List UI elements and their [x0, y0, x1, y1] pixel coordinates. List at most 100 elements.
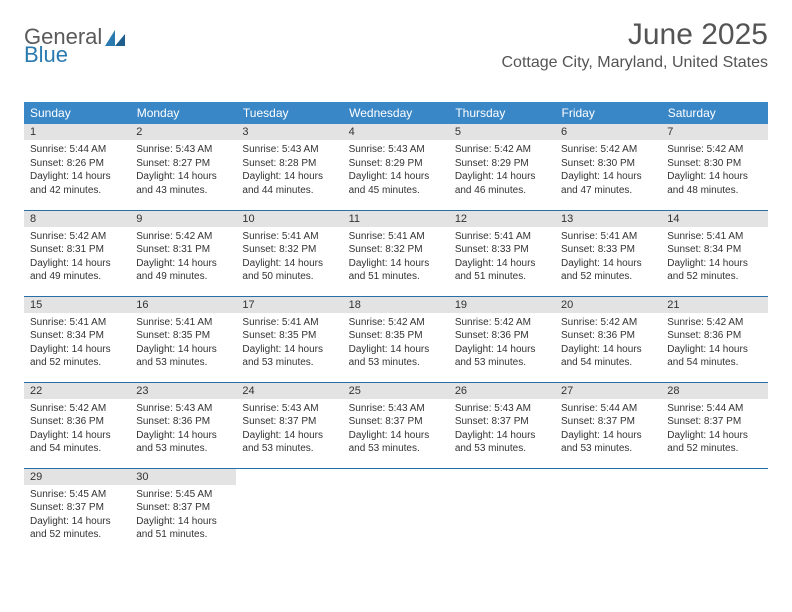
sunrise-line: Sunrise: 5:42 AM — [561, 143, 655, 157]
weekday-header: Saturday — [661, 102, 767, 124]
sunset-line: Sunset: 8:36 PM — [455, 329, 549, 343]
sunrise-line: Sunrise: 5:43 AM — [455, 402, 549, 416]
sunset-line: Sunset: 8:37 PM — [455, 415, 549, 429]
day-number: 12 — [449, 211, 555, 227]
sunrise-line: Sunrise: 5:42 AM — [455, 316, 549, 330]
calendar-day-cell: 14Sunrise: 5:41 AMSunset: 8:34 PMDayligh… — [661, 210, 767, 296]
sunset-line: Sunset: 8:30 PM — [667, 157, 761, 171]
day-details: Sunrise: 5:42 AMSunset: 8:30 PMDaylight:… — [555, 140, 661, 202]
sunset-line: Sunset: 8:37 PM — [136, 501, 230, 515]
daylight-line: Daylight: 14 hours and 53 minutes. — [242, 429, 336, 456]
sunset-line: Sunset: 8:29 PM — [349, 157, 443, 171]
calendar-day-cell — [555, 468, 661, 554]
sunrise-line: Sunrise: 5:42 AM — [136, 230, 230, 244]
calendar-day-cell: 16Sunrise: 5:41 AMSunset: 8:35 PMDayligh… — [130, 296, 236, 382]
day-number: 30 — [130, 469, 236, 485]
day-details: Sunrise: 5:43 AMSunset: 8:27 PMDaylight:… — [130, 140, 236, 202]
sunrise-line: Sunrise: 5:41 AM — [242, 230, 336, 244]
daylight-line: Daylight: 14 hours and 53 minutes. — [349, 343, 443, 370]
day-details: Sunrise: 5:42 AMSunset: 8:35 PMDaylight:… — [343, 313, 449, 375]
sunrise-line: Sunrise: 5:43 AM — [136, 143, 230, 157]
calendar-day-cell: 30Sunrise: 5:45 AMSunset: 8:37 PMDayligh… — [130, 468, 236, 554]
sunrise-line: Sunrise: 5:42 AM — [561, 316, 655, 330]
sunset-line: Sunset: 8:31 PM — [136, 243, 230, 257]
daylight-line: Daylight: 14 hours and 53 minutes. — [136, 429, 230, 456]
calendar-day-cell: 25Sunrise: 5:43 AMSunset: 8:37 PMDayligh… — [343, 382, 449, 468]
sunrise-line: Sunrise: 5:41 AM — [349, 230, 443, 244]
day-details: Sunrise: 5:41 AMSunset: 8:34 PMDaylight:… — [24, 313, 130, 375]
sunset-line: Sunset: 8:36 PM — [667, 329, 761, 343]
calendar-day-cell: 10Sunrise: 5:41 AMSunset: 8:32 PMDayligh… — [236, 210, 342, 296]
sunrise-line: Sunrise: 5:43 AM — [242, 143, 336, 157]
day-number: 15 — [24, 297, 130, 313]
day-number: 13 — [555, 211, 661, 227]
sunrise-line: Sunrise: 5:42 AM — [667, 143, 761, 157]
calendar-day-cell — [661, 468, 767, 554]
header: General June 2025 Cottage City, Maryland… — [24, 18, 768, 72]
sunrise-line: Sunrise: 5:41 AM — [30, 316, 124, 330]
sunset-line: Sunset: 8:37 PM — [349, 415, 443, 429]
day-details: Sunrise: 5:41 AMSunset: 8:35 PMDaylight:… — [236, 313, 342, 375]
day-details: Sunrise: 5:42 AMSunset: 8:36 PMDaylight:… — [24, 399, 130, 461]
day-number: 28 — [661, 383, 767, 399]
day-number: 14 — [661, 211, 767, 227]
day-number: 17 — [236, 297, 342, 313]
daylight-line: Daylight: 14 hours and 47 minutes. — [561, 170, 655, 197]
sunrise-line: Sunrise: 5:41 AM — [455, 230, 549, 244]
day-details: Sunrise: 5:41 AMSunset: 8:32 PMDaylight:… — [236, 227, 342, 289]
calendar-day-cell: 15Sunrise: 5:41 AMSunset: 8:34 PMDayligh… — [24, 296, 130, 382]
daylight-line: Daylight: 14 hours and 49 minutes. — [30, 257, 124, 284]
sunset-line: Sunset: 8:27 PM — [136, 157, 230, 171]
sunrise-line: Sunrise: 5:41 AM — [561, 230, 655, 244]
daylight-line: Daylight: 14 hours and 54 minutes. — [30, 429, 124, 456]
sunset-line: Sunset: 8:26 PM — [30, 157, 124, 171]
day-number: 22 — [24, 383, 130, 399]
daylight-line: Daylight: 14 hours and 54 minutes. — [667, 343, 761, 370]
day-number: 2 — [130, 124, 236, 140]
sunrise-line: Sunrise: 5:43 AM — [242, 402, 336, 416]
daylight-line: Daylight: 14 hours and 43 minutes. — [136, 170, 230, 197]
sunset-line: Sunset: 8:36 PM — [561, 329, 655, 343]
day-number: 25 — [343, 383, 449, 399]
calendar-day-cell — [236, 468, 342, 554]
calendar-day-cell: 19Sunrise: 5:42 AMSunset: 8:36 PMDayligh… — [449, 296, 555, 382]
daylight-line: Daylight: 14 hours and 52 minutes. — [30, 515, 124, 542]
calendar-day-cell: 7 Sunrise: 5:42 AMSunset: 8:30 PMDaylight… — [661, 124, 767, 210]
calendar-day-cell: 3Sunrise: 5:43 AMSunset: 8:28 PMDaylight… — [236, 124, 342, 210]
day-details: Sunrise: 5:45 AMSunset: 8:37 PMDaylight:… — [130, 485, 236, 547]
daylight-line: Daylight: 14 hours and 52 minutes. — [30, 343, 124, 370]
daylight-line: Daylight: 14 hours and 49 minutes. — [136, 257, 230, 284]
sunrise-line: Sunrise: 5:45 AM — [136, 488, 230, 502]
day-number: 3 — [236, 124, 342, 140]
calendar-day-cell: 22Sunrise: 5:42 AMSunset: 8:36 PMDayligh… — [24, 382, 130, 468]
calendar-day-cell: 6Sunrise: 5:42 AMSunset: 8:30 PMDaylight… — [555, 124, 661, 210]
day-details: Sunrise: 5:42 AMSunset: 8:36 PMDaylight:… — [449, 313, 555, 375]
sunrise-line: Sunrise: 5:42 AM — [30, 402, 124, 416]
calendar-day-cell: 28Sunrise: 5:44 AMSunset: 8:37 PMDayligh… — [661, 382, 767, 468]
sunset-line: Sunset: 8:34 PM — [30, 329, 124, 343]
daylight-line: Daylight: 14 hours and 48 minutes. — [667, 170, 761, 197]
sunset-line: Sunset: 8:37 PM — [242, 415, 336, 429]
daylight-line: Daylight: 14 hours and 52 minutes. — [561, 257, 655, 284]
sunset-line: Sunset: 8:34 PM — [667, 243, 761, 257]
daylight-line: Daylight: 14 hours and 54 minutes. — [561, 343, 655, 370]
day-number: 5 — [449, 124, 555, 140]
weekday-header: Tuesday — [236, 102, 342, 124]
day-details: Sunrise: 5:45 AMSunset: 8:37 PMDaylight:… — [24, 485, 130, 547]
daylight-line: Daylight: 14 hours and 45 minutes. — [349, 170, 443, 197]
calendar-day-cell: 12Sunrise: 5:41 AMSunset: 8:33 PMDayligh… — [449, 210, 555, 296]
day-details: Sunrise: 5:41 AMSunset: 8:34 PMDaylight:… — [661, 227, 767, 289]
sunset-line: Sunset: 8:35 PM — [136, 329, 230, 343]
day-number: 7 — [661, 124, 767, 140]
daylight-line: Daylight: 14 hours and 52 minutes. — [667, 257, 761, 284]
calendar-day-cell: 8Sunrise: 5:42 AMSunset: 8:31 PMDaylight… — [24, 210, 130, 296]
day-details: Sunrise: 5:44 AMSunset: 8:37 PMDaylight:… — [555, 399, 661, 461]
day-number: 11 — [343, 211, 449, 227]
sunrise-line: Sunrise: 5:44 AM — [561, 402, 655, 416]
day-details: Sunrise: 5:43 AMSunset: 8:37 PMDaylight:… — [236, 399, 342, 461]
day-number: 23 — [130, 383, 236, 399]
sunset-line: Sunset: 8:32 PM — [349, 243, 443, 257]
day-number: 18 — [343, 297, 449, 313]
day-details: Sunrise: 5:43 AMSunset: 8:36 PMDaylight:… — [130, 399, 236, 461]
day-details: Sunrise: 5:43 AMSunset: 8:37 PMDaylight:… — [343, 399, 449, 461]
